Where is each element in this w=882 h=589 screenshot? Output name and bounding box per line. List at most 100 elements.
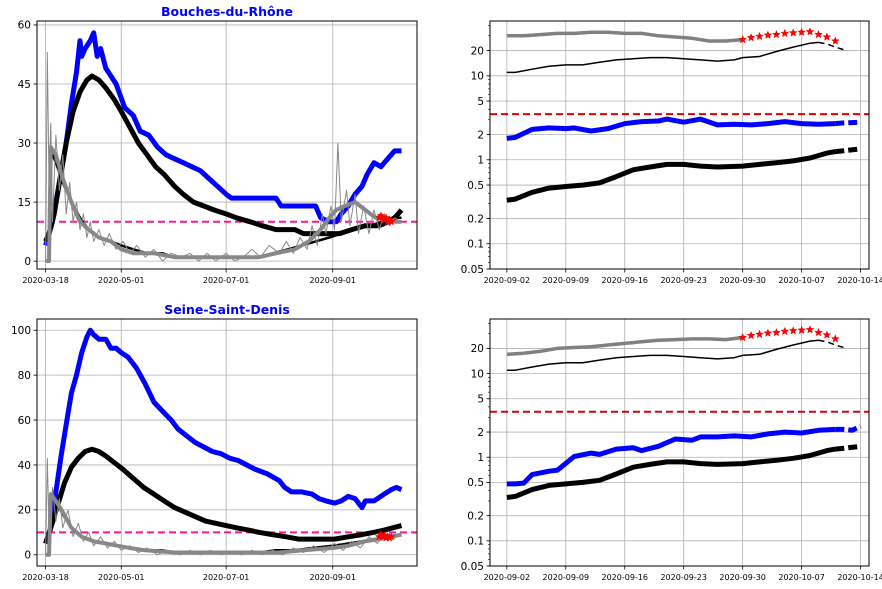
gridlines	[37, 319, 417, 566]
y-tick-label: 20	[18, 505, 31, 517]
x-tick-label: 2020-05-01	[98, 573, 145, 582]
axes-frame	[36, 318, 418, 567]
star-marker	[788, 28, 798, 37]
series-line-2	[506, 339, 819, 371]
y-tick-label: 0.1	[467, 239, 484, 251]
star-marker	[755, 329, 764, 339]
y-tick-label: 0.1	[467, 536, 484, 548]
x-tick-label: 2020-10-14	[837, 573, 882, 582]
x-tick-label: 2020-07-01	[203, 276, 250, 285]
y-tick-label: 10	[471, 71, 484, 83]
y-tick-label: 1	[477, 452, 484, 464]
chart-panel-3: 2020-03-18 2020-05-01 2020-07-01 2020-09-01…	[11, 302, 418, 582]
series-line-5	[835, 119, 861, 127]
series-line-4	[506, 116, 836, 141]
star-marker	[822, 330, 832, 339]
series-group	[506, 335, 862, 500]
y-tick-label: 10	[471, 368, 484, 380]
y-tick-label: 2	[477, 129, 484, 141]
y-tick-label: 0.2	[467, 510, 484, 522]
y-tick-label: 30	[18, 138, 31, 150]
y-tick-label: 0.5	[467, 180, 484, 192]
star-marker	[830, 36, 840, 45]
series-group	[43, 327, 403, 557]
y-tick-label: 0.05	[461, 264, 484, 276]
axes-frame	[489, 20, 870, 270]
y-tick-label: 40	[18, 460, 31, 472]
y-tick-label: 1	[477, 155, 484, 167]
chart-title: Seine-Saint-Denis	[164, 302, 290, 317]
x-tick-label: 2020-09-01	[309, 276, 356, 285]
star-marker	[746, 330, 756, 340]
star-marker	[746, 33, 756, 42]
y-tick-label: 0.5	[467, 477, 484, 489]
x-tick-label: 2020-09-23	[660, 573, 707, 582]
star-marker	[788, 326, 798, 335]
y-tick-label: 5	[477, 394, 484, 406]
x-tick-label: 2020-09-16	[602, 573, 649, 582]
star-marker	[805, 27, 815, 36]
chart-panel-4: 2020-09-02 2020-09-09 2020-09-16 2020-09-23…	[461, 318, 882, 582]
star-marker	[738, 332, 748, 342]
y-tick-label: 100	[11, 325, 31, 337]
chart-panel-1: 2020-03-18 2020-05-01 2020-07-01 2020-09-01…	[18, 4, 418, 285]
star-marker	[763, 30, 773, 39]
series-line-6	[506, 446, 836, 500]
series-line-1	[43, 30, 402, 247]
y-tick-label: 60	[18, 415, 31, 427]
x-tick-label: 2020-05-01	[98, 276, 145, 285]
series-line-4	[506, 426, 836, 487]
chart-title: Bouches-du-Rhône	[161, 4, 293, 19]
star-marker	[771, 327, 781, 337]
star-marker	[797, 325, 807, 335]
star-marker	[805, 325, 815, 334]
y-tick-label: 80	[18, 370, 31, 382]
star-marker	[386, 532, 396, 541]
y-tick-label: 20	[471, 343, 484, 355]
x-tick-label: 2020-09-09	[543, 276, 590, 285]
x-tick-label: 2020-09-01	[309, 573, 356, 582]
star-marker	[386, 217, 396, 226]
series-line-5	[835, 423, 862, 433]
series-line-2	[43, 446, 403, 545]
x-tick-label: 2020-10-07	[778, 573, 825, 582]
y-tick-label: 5	[477, 96, 484, 108]
star-marker	[763, 328, 773, 337]
series-line-5	[45, 52, 402, 262]
star-marker	[381, 213, 391, 222]
star-marker	[738, 34, 748, 44]
x-tick-label: 2020-09-16	[602, 276, 649, 285]
x-tick-label: 2020-09-23	[660, 276, 707, 285]
series-line-2	[506, 41, 819, 74]
series-line-6	[506, 149, 836, 203]
y-tick-label: 20	[471, 45, 484, 57]
y-tick-label: 2	[477, 427, 484, 439]
chart-panel-2: 2020-09-02 2020-09-09 2020-09-16 2020-09-23…	[461, 20, 882, 285]
y-tick-label: 15	[18, 197, 31, 209]
axes-frame	[36, 20, 418, 270]
marker-group	[738, 325, 840, 343]
y-tick-label: 0	[24, 550, 31, 562]
gridlines	[490, 21, 869, 270]
y-tick-label: 60	[18, 20, 31, 32]
series-line-3	[818, 339, 844, 349]
gridlines	[37, 21, 417, 269]
x-tick-label: 2020-10-07	[778, 276, 825, 285]
star-marker	[780, 326, 790, 336]
series-group	[43, 30, 404, 264]
series-line-1	[506, 30, 743, 43]
star-marker	[755, 31, 764, 41]
series-line-1	[43, 327, 403, 545]
series-group	[506, 30, 861, 203]
y-tick-label: 45	[18, 79, 31, 91]
star-marker	[814, 29, 823, 39]
series-line-1	[506, 335, 743, 357]
star-marker	[814, 327, 823, 337]
x-tick-label: 2020-09-02	[484, 276, 531, 285]
star-marker	[822, 32, 832, 41]
x-tick-label: 2020-09-30	[719, 573, 766, 582]
x-tick-label: 2020-09-02	[484, 573, 531, 582]
series-line-3	[818, 41, 844, 51]
marker-group	[374, 529, 396, 542]
